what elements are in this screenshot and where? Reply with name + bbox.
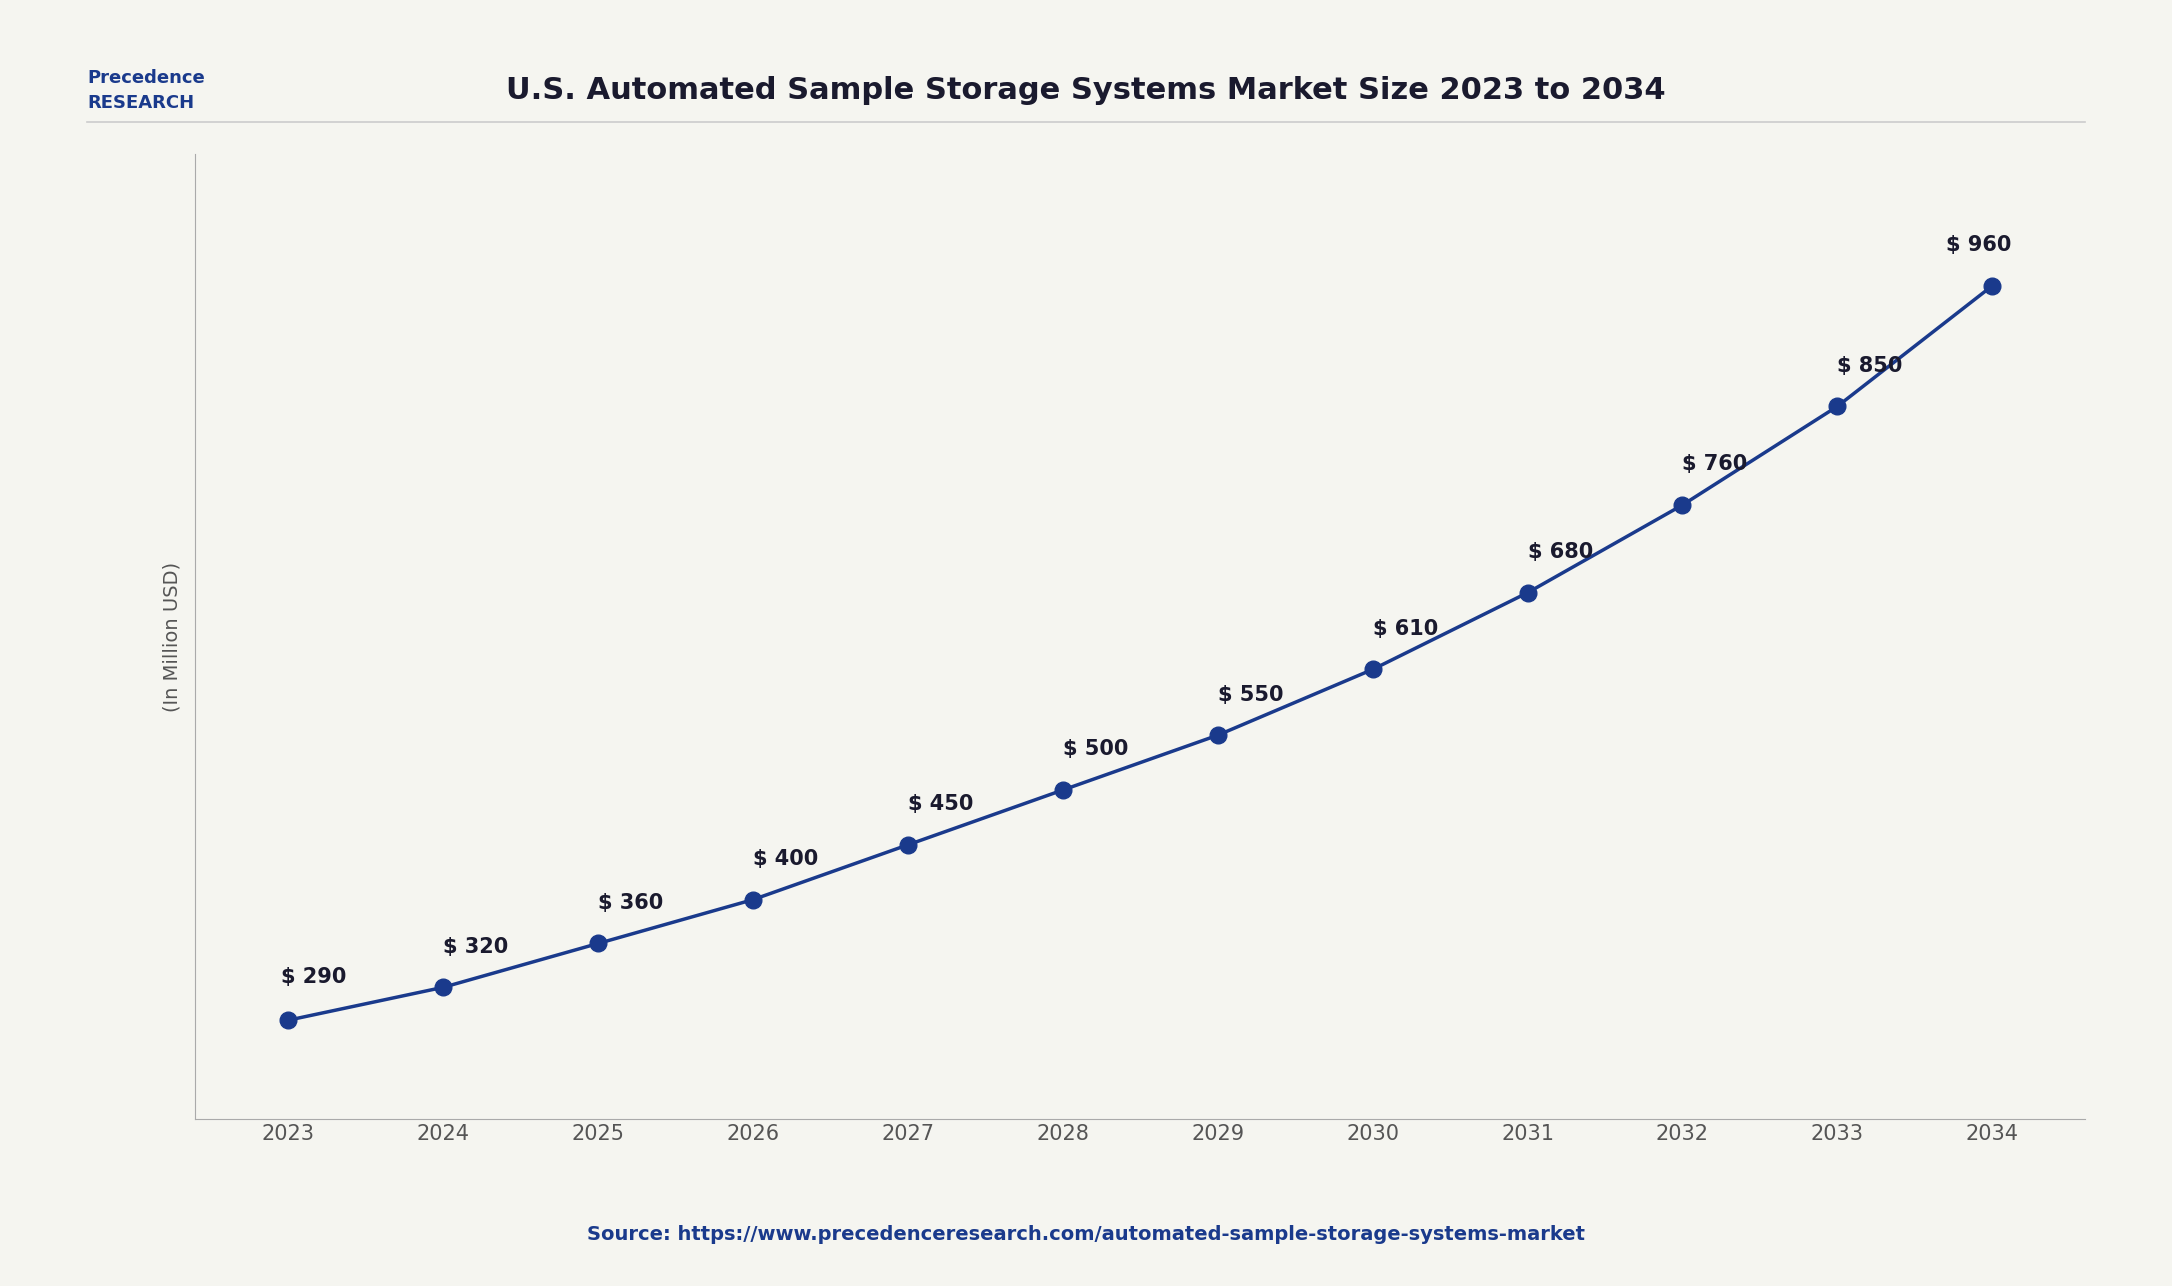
Text: $ 450: $ 450 (908, 795, 973, 814)
Text: $ 760: $ 760 (1683, 454, 1748, 475)
Text: $ 850: $ 850 (1838, 356, 1903, 376)
Text: Source: https://www.precedenceresearch.com/automated-sample-storage-systems-mark: Source: https://www.precedenceresearch.c… (586, 1226, 1586, 1244)
Text: $ 360: $ 360 (597, 892, 662, 913)
Text: U.S. Automated Sample Storage Systems Market Size 2023 to 2034: U.S. Automated Sample Storage Systems Ma… (506, 76, 1666, 104)
Y-axis label: (In Million USD): (In Million USD) (163, 562, 182, 711)
Text: $ 960: $ 960 (1946, 235, 2011, 255)
Text: $ 400: $ 400 (754, 849, 819, 869)
Text: $ 320: $ 320 (443, 936, 508, 957)
Text: Precedence
RESEARCH: Precedence RESEARCH (87, 68, 204, 112)
Text: $ 610: $ 610 (1373, 619, 1438, 639)
Text: $ 290: $ 290 (280, 967, 345, 988)
Text: $ 680: $ 680 (1527, 541, 1592, 562)
Text: $ 550: $ 550 (1218, 684, 1284, 705)
Text: $ 500: $ 500 (1062, 739, 1127, 759)
